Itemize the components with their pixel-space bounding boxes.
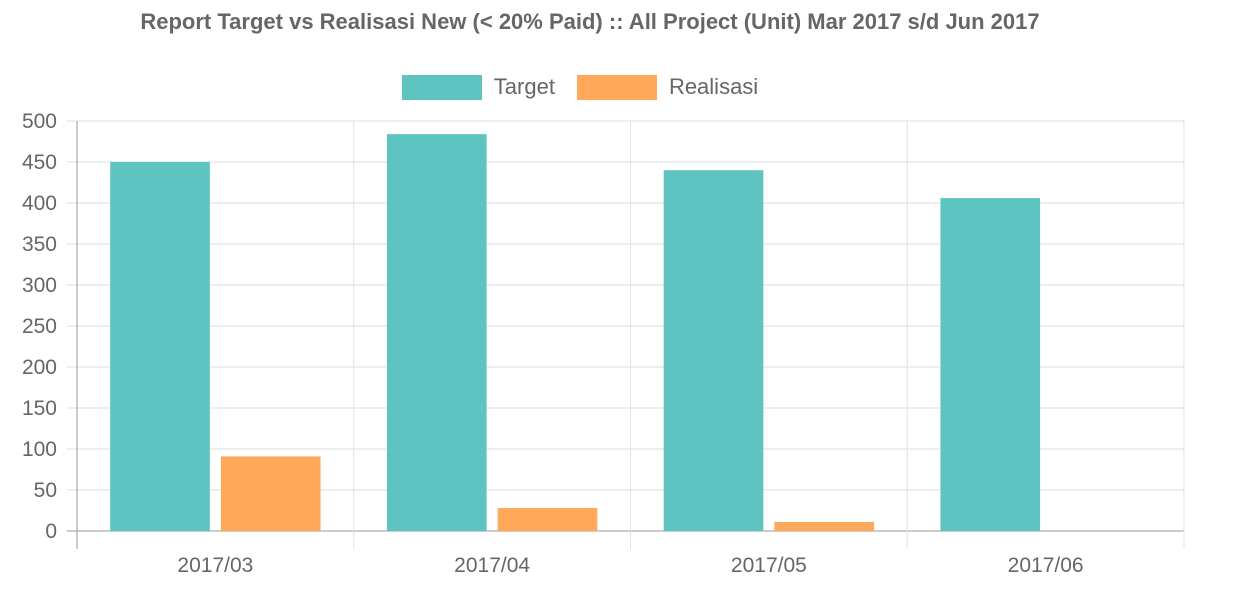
bar-target-2017-04 — [386, 134, 487, 531]
y-tick-label: 450 — [22, 151, 57, 174]
x-tick-label: 2017/04 — [454, 554, 530, 577]
bar-realisasi-2017-03 — [220, 456, 321, 531]
legend-item-target[interactable]: Target — [401, 74, 555, 100]
legend-swatch-target — [401, 74, 482, 100]
y-tick-label: 150 — [22, 397, 57, 420]
bar-target-2017-03 — [110, 162, 210, 531]
y-tick-label: 250 — [22, 315, 57, 338]
y-tick-label: 50 — [34, 479, 57, 502]
y-tick-label: 100 — [22, 438, 57, 461]
y-tick-label: 300 — [22, 274, 57, 297]
y-tick-label: 500 — [22, 110, 57, 133]
legend-item-realisasi[interactable]: Realisasi — [576, 74, 759, 100]
axes: 0 50 100 150 200 250 300 350 400 450 500 2017/03 201… — [22, 110, 1084, 577]
bar-target-2017-05 — [663, 170, 764, 531]
y-tick-label: 400 — [22, 192, 57, 215]
x-tick-label: 2017/05 — [731, 554, 807, 577]
legend-swatch-realisasi — [576, 74, 657, 100]
legend-label-target: Target — [493, 74, 555, 99]
y-tick-label: 200 — [22, 356, 57, 379]
bar-target-2017-06 — [940, 198, 1041, 531]
x-tick-label: 2017/03 — [177, 554, 253, 577]
y-tick-label: 350 — [22, 233, 57, 256]
bars — [110, 134, 1041, 531]
legend-label-realisasi: Realisasi — [668, 74, 759, 99]
x-tick-label: 2017/06 — [1008, 554, 1084, 577]
y-tick-label: 0 — [45, 520, 57, 543]
bar-realisasi-2017-04 — [497, 508, 598, 531]
chart-legend: Target Realisasi — [0, 74, 1160, 100]
bar-realisasi-2017-05 — [774, 521, 875, 531]
chart-title: Report Target vs Realisasi New (< 20% Pa… — [140, 9, 1040, 34]
